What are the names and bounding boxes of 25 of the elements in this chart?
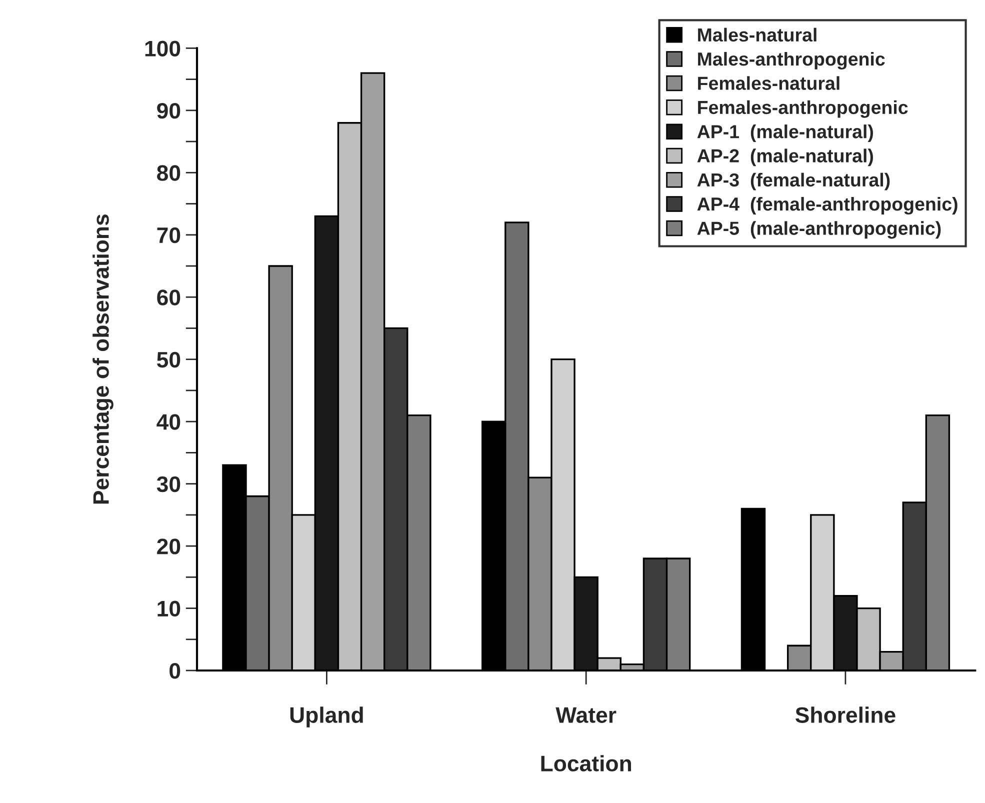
y-tick-label: 30 bbox=[156, 476, 180, 492]
legend-label: Males-natural bbox=[698, 28, 816, 42]
legend-label: AP-3 (female-natural) bbox=[697, 172, 890, 190]
y-tick-label: 80 bbox=[157, 165, 180, 181]
legend-label: Males-anthropogenic bbox=[698, 52, 885, 70]
y-tick-label: 60 bbox=[157, 290, 180, 306]
y-tick-label: 90 bbox=[157, 102, 180, 119]
legend-label: AP-1 (male-natural) bbox=[697, 124, 873, 142]
x-tick-label: Water bbox=[556, 707, 616, 723]
legend-label: AP-4 (female-anthropogenic) bbox=[697, 196, 958, 215]
y-tick-label: 40 bbox=[156, 414, 180, 430]
legend-label: AP-5 (male-anthropogenic) bbox=[697, 221, 941, 239]
y-axis-title: Percentage of observations bbox=[92, 214, 114, 504]
y-tick-label: 20 bbox=[157, 538, 180, 554]
legend-label: AP-2 (male-natural) bbox=[697, 148, 873, 166]
y-tick-label: 10 bbox=[158, 600, 180, 617]
y-tick-label: 0 bbox=[170, 663, 180, 679]
legend-label: Females-anthropogenic bbox=[698, 100, 908, 118]
x-tick-label: Upland bbox=[290, 706, 363, 728]
y-tick-label: 100 bbox=[145, 40, 180, 56]
y-tick-label: 70 bbox=[157, 227, 180, 244]
legend-label: Females-natural bbox=[698, 76, 840, 90]
x-tick-label: Shoreline bbox=[795, 706, 896, 723]
x-axis-title: Location bbox=[541, 755, 631, 772]
y-tick-label: 50 bbox=[156, 352, 180, 368]
